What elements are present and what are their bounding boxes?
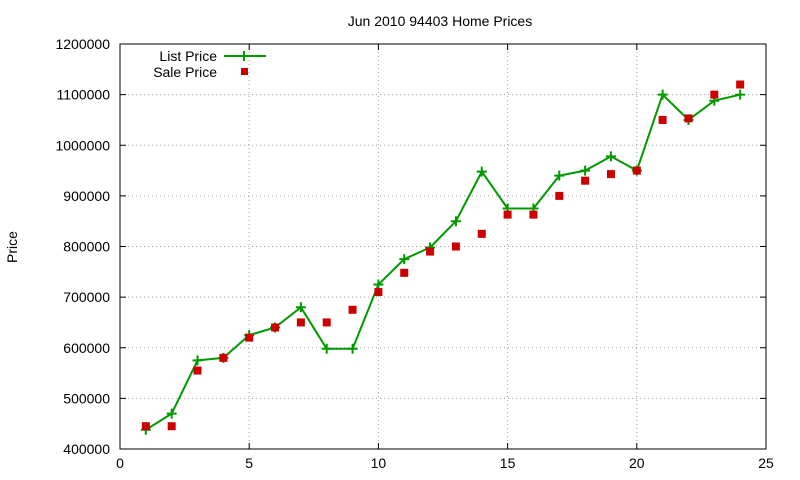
x-tick-label: 0 [116,455,124,471]
data-point-sale-price [322,318,331,327]
data-point-list-price [476,166,487,177]
legend-label-list-price: List Price [159,48,217,64]
series-line-list-price [145,93,741,431]
data-point-list-price [321,343,332,354]
chart-title: Jun 2010 94403 Home Prices [348,13,532,29]
y-tick-label: 1000000 [55,137,110,153]
y-tick-label: 700000 [63,289,110,305]
data-point-list-price [192,355,203,366]
data-point-sale-price [348,305,357,314]
data-point-sale-price [219,353,228,362]
data-point-sale-price [606,170,615,179]
data-point-sale-price [736,80,745,89]
data-point-sale-price [581,176,590,185]
data-point-list-price [166,408,177,419]
legend-label-sale-price: Sale Price [153,64,217,80]
data-point-sale-price [296,318,305,327]
data-point-sale-price [141,422,150,431]
legend-marker-sale-price [241,68,248,75]
x-tick-label: 20 [629,455,645,471]
data-point-sale-price [400,268,409,277]
data-point-list-price [373,279,384,290]
y-tick-label: 900000 [63,188,110,204]
y-tick-label: 500000 [63,390,110,406]
y-tick-label: 1200000 [55,36,110,52]
x-tick-label: 25 [758,455,774,471]
data-point-list-price [295,302,306,313]
y-tick-label: 800000 [63,239,110,255]
data-point-list-price [554,170,565,181]
data-point-list-price [580,165,591,176]
data-point-sale-price [451,242,460,251]
data-point-sale-price [477,229,486,238]
y-tick-label: 600000 [63,340,110,356]
y-tick-label: 400000 [63,441,110,457]
data-point-sale-price [684,114,693,123]
data-point-list-price [605,151,616,162]
data-point-sale-price [555,191,564,200]
data-point-sale-price [245,333,254,342]
y-tick-label: 1100000 [57,87,111,103]
series-layer [140,80,746,435]
data-point-sale-price [271,323,280,332]
axis-ticks: 0 5 10 15 20 25 400000 500000 600000 700000 800000… [55,36,774,471]
legend-marker-list-price [239,51,249,61]
data-point-sale-price [710,90,719,99]
data-point-sale-price [193,366,202,375]
data-point-sale-price [658,115,667,124]
data-point-sale-price [632,166,641,175]
data-point-list-price [399,254,410,265]
data-point-list-price [657,89,668,100]
x-tick-label: 10 [371,455,387,471]
data-point-list-price [347,343,358,354]
data-point-sale-price [167,422,176,431]
y-axis-label: Price [4,231,20,263]
data-point-sale-price [503,210,512,219]
data-point-sale-price [374,288,383,297]
data-point-list-price [735,89,746,100]
data-point-list-price [450,216,461,227]
legend: List Price Sale Price [153,48,266,80]
data-point-sale-price [529,210,538,219]
x-tick-label: 5 [245,455,253,471]
x-tick-label: 15 [500,455,516,471]
grid-lines [120,44,766,449]
data-point-sale-price [426,247,435,256]
